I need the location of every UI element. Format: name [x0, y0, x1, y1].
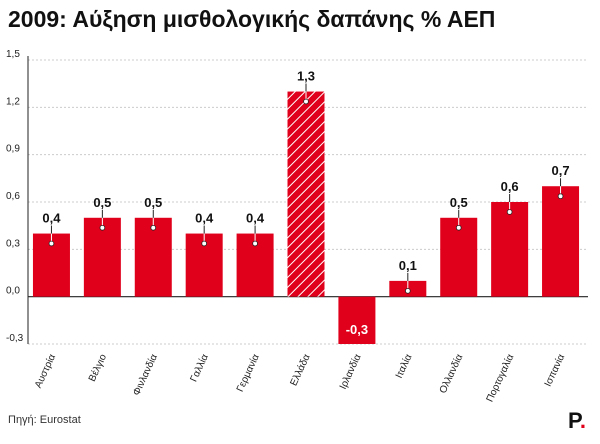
value-label: 0,4: [42, 211, 61, 226]
x-tick-label: Βέλγιο: [86, 352, 109, 384]
bar: [338, 296, 376, 344]
value-label: 0,7: [552, 163, 570, 178]
y-tick-label: 0,0: [6, 286, 20, 297]
chart-title: 2009: Αύξηση μισθολογικής δαπάνης % ΑΕΠ: [8, 6, 496, 32]
x-tick-label: Γαλλία: [188, 352, 211, 384]
x-tick-label: Ισπανία: [542, 352, 568, 389]
value-label: 0,5: [93, 195, 111, 210]
value-dot: [557, 193, 564, 200]
value-label: 0,4: [246, 211, 265, 226]
logo-letter: P: [568, 408, 580, 433]
value-dot: [455, 224, 462, 231]
publisher-logo: P.: [568, 408, 586, 433]
bar: [440, 217, 478, 297]
x-tick-label: Ολλανδία: [437, 352, 466, 395]
y-tick-label: -0,3: [6, 333, 24, 344]
value-label: 0,1: [399, 258, 417, 273]
source-note: Πηγή: Eurostat: [8, 414, 81, 426]
y-tick-label: 0,3: [6, 238, 20, 249]
value-dot: [48, 240, 55, 247]
value-dot: [201, 240, 207, 247]
bar: [287, 91, 325, 297]
value-label: 1,3: [297, 69, 315, 84]
bar: [134, 217, 172, 297]
value-dot: [99, 224, 106, 231]
value-dot: [303, 98, 309, 105]
bar: [491, 202, 529, 297]
y-tick-label: 0,9: [6, 144, 20, 155]
bar: [542, 186, 580, 297]
value-label: -0,3: [346, 322, 368, 337]
x-tick-label: Γερμανία: [234, 352, 262, 394]
value-dot: [405, 288, 411, 294]
x-tick-label: Ιρλανδία: [337, 352, 364, 391]
y-tick-label: 1,2: [6, 96, 20, 107]
value-label: 0,5: [144, 195, 162, 210]
y-tick-label: 0,6: [6, 191, 20, 202]
value-label: 0,6: [501, 179, 519, 194]
bar: [83, 217, 121, 297]
value-label: 0,5: [450, 195, 468, 210]
value-label: 0,4: [195, 211, 214, 226]
x-tick-label: Φινλανδία: [130, 352, 160, 398]
x-tick-label: Ιταλία: [393, 352, 415, 380]
x-tick-label: Πορτογαλία: [484, 352, 517, 404]
value-dot: [506, 209, 513, 215]
x-tick-label: Αυστρία: [32, 352, 58, 390]
y-tick-label: 1,5: [6, 49, 20, 60]
value-dot: [252, 240, 258, 247]
value-dot: [150, 224, 157, 231]
x-tick-label: Ελλάδα: [288, 352, 313, 388]
